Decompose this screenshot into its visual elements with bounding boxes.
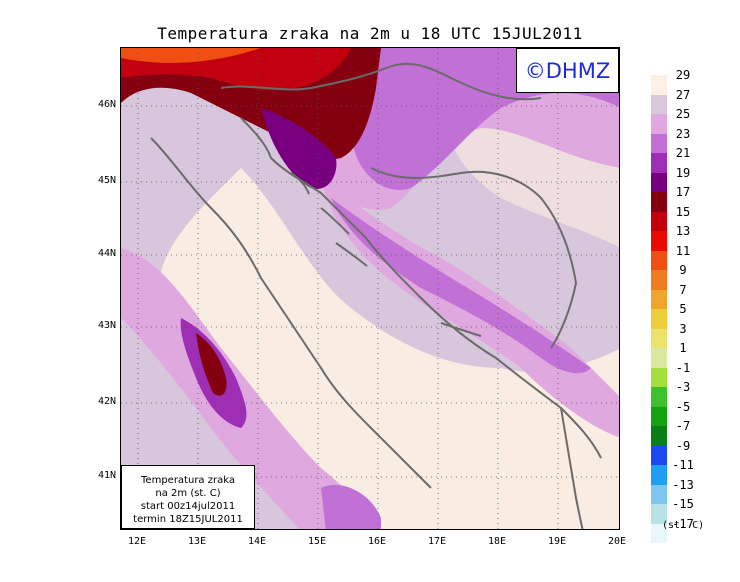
legend-swatch	[651, 406, 667, 426]
lon-label-20e: 20E	[607, 536, 627, 547]
legend-label: -17	[672, 516, 694, 531]
legend-label: 27	[675, 87, 691, 102]
violet-zone-south	[321, 484, 381, 529]
legend-units: (st. C)	[662, 520, 705, 531]
legend-label: -13	[672, 477, 694, 492]
info-line-1: Temperatura zraka	[141, 475, 235, 486]
legend-swatch	[651, 94, 667, 114]
coastline-italy	[150, 137, 432, 489]
pink-zone-italy	[121, 248, 380, 529]
map-canvas	[121, 48, 619, 529]
lat-label-46n: 46N	[97, 99, 116, 110]
hot-core-gargano	[196, 333, 227, 396]
hot-edge-northwest	[121, 48, 261, 63]
legend-label: -7	[675, 419, 691, 433]
legend-swatch	[651, 426, 667, 446]
legend-swatch	[651, 445, 667, 465]
legend-swatch	[651, 231, 667, 251]
legend-label: 15	[675, 204, 691, 219]
legend-label: 19	[675, 165, 691, 180]
legend-label: 7	[679, 282, 687, 297]
lon-label-12e: 12E	[127, 536, 147, 547]
legend-label: 21	[675, 146, 691, 160]
legend-label: 13	[675, 224, 691, 238]
legend-swatch	[651, 367, 667, 387]
legend-swatch	[651, 211, 667, 231]
legend-label: 23	[675, 126, 691, 141]
legend-label: -15	[672, 497, 694, 511]
legend-label: 1	[679, 341, 687, 355]
lat-label-42n: 42N	[97, 396, 116, 407]
legend-label: -3	[675, 380, 691, 394]
legend-swatch	[651, 348, 667, 368]
legend-swatch	[651, 153, 667, 173]
legend-swatch	[651, 172, 667, 192]
legend-label: 3	[679, 321, 687, 336]
legend-swatch	[651, 523, 667, 543]
forecast-info-box: Temperatura zraka na 2m (st. C) start 00…	[121, 465, 255, 529]
info-line-2: na 2m (st. C)	[155, 488, 221, 499]
legend-swatch	[651, 270, 667, 290]
temperature-map	[120, 47, 620, 530]
lat-label-41n: 41N	[97, 470, 116, 481]
lat-label-43n: 43N	[97, 320, 116, 331]
legend-label: -11	[672, 458, 694, 472]
lon-label-13e: 13E	[187, 536, 207, 547]
legend-label: 17	[675, 185, 691, 199]
lon-label-16e: 16E	[367, 536, 387, 547]
lon-label-15e: 15E	[307, 536, 327, 547]
legend-label: -9	[675, 438, 691, 453]
legend-swatch	[651, 289, 667, 309]
legend-label: 25	[675, 107, 691, 121]
lon-label-17e: 17E	[427, 536, 447, 547]
pale-sea-zone	[159, 168, 619, 529]
lat-label-45n: 45N	[97, 175, 116, 186]
info-line-4: termin 18Z15JUL2011	[133, 514, 243, 525]
coastline-adriatic	[240, 117, 602, 459]
info-line-3: start 00z14jul2011	[140, 501, 236, 512]
legend-swatch	[651, 75, 667, 95]
legend-label: -5	[675, 399, 691, 414]
legend-label: 5	[679, 302, 687, 316]
hot-zone-istria	[261, 108, 337, 189]
border-bosnia	[370, 167, 578, 349]
lon-label-18e: 18E	[487, 536, 507, 547]
legend-label: 9	[679, 263, 687, 277]
border-north	[220, 62, 542, 101]
graticule	[121, 48, 619, 529]
legend-swatch	[651, 250, 667, 270]
legend-swatch	[651, 504, 667, 524]
legend-swatch	[651, 114, 667, 134]
legend-swatch	[651, 387, 667, 407]
island-hvar	[440, 322, 482, 337]
lon-label-14e: 14E	[247, 536, 267, 547]
legend-swatch	[651, 484, 667, 504]
island-dugi	[335, 242, 368, 267]
lat-label-44n: 44N	[97, 248, 116, 259]
dhmz-logo: ©DHMZ	[516, 48, 619, 93]
legend-label: -1	[675, 360, 691, 375]
legend-label: 29	[675, 68, 691, 82]
lon-label-19e: 19E	[547, 536, 567, 547]
legend-swatch	[651, 328, 667, 348]
legend-label: 11	[675, 243, 691, 258]
legend-swatch	[651, 309, 667, 329]
legend-swatch	[651, 133, 667, 153]
map-title: Temperatura zraka na 2m u 18 UTC 15JUL20…	[157, 24, 583, 43]
violet-zone-bosnia	[331, 198, 591, 374]
legend-swatch	[651, 192, 667, 212]
legend-swatch	[651, 465, 667, 485]
island-pag	[320, 207, 350, 235]
coastline-albania	[560, 407, 584, 529]
